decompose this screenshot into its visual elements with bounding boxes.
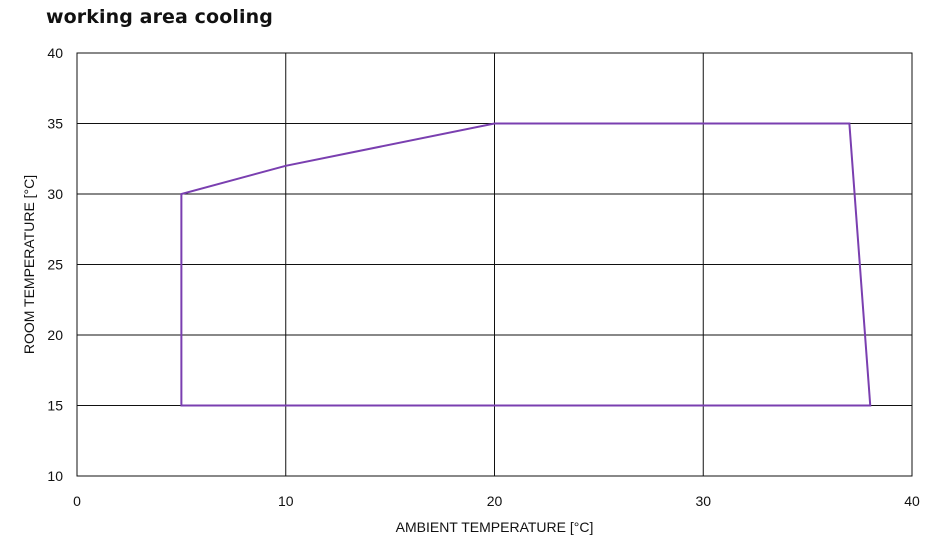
y-tick-label: 40 [47, 45, 63, 61]
y-tick-label: 15 [47, 398, 63, 414]
y-tick-label: 35 [47, 116, 63, 132]
x-tick-label: 30 [695, 493, 711, 509]
chart-title: working area cooling [46, 6, 273, 28]
x-tick-labels: 0 10 20 30 40 [73, 493, 920, 509]
x-axis-title: AMBIENT TEMPERATURE [°C] [396, 519, 594, 535]
y-tick-label: 10 [47, 468, 63, 484]
x-tick-label: 20 [487, 493, 503, 509]
grid-lines [76, 52, 913, 477]
y-axis-title: ROOM TEMPERATURE [°C] [21, 175, 37, 354]
plot-area-frame [76, 52, 913, 477]
x-tick-label: 40 [904, 493, 920, 509]
x-tick-label: 10 [278, 493, 294, 509]
x-tick-label: 0 [73, 493, 81, 509]
y-tick-label: 25 [47, 257, 63, 273]
series-layer [180, 122, 872, 407]
operating-envelope-line [180, 122, 872, 407]
y-tick-label: 20 [47, 327, 63, 343]
y-tick-label: 30 [47, 186, 63, 202]
y-tick-labels: 10 15 20 25 30 35 40 [47, 45, 63, 484]
